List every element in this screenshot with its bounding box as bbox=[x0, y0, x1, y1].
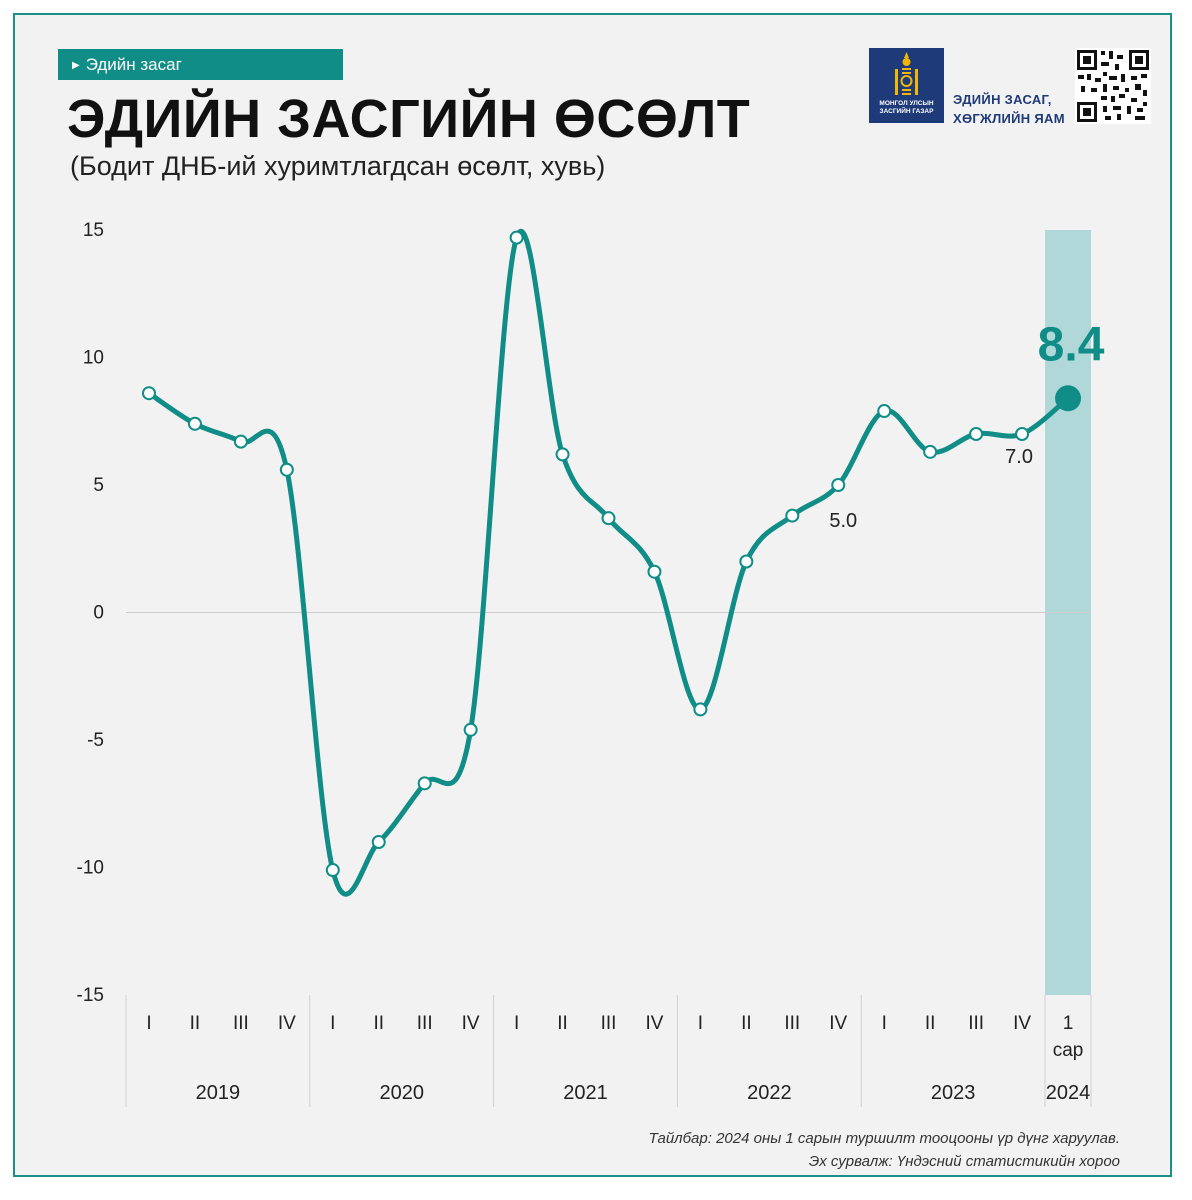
data-label: 7.0 bbox=[1005, 446, 1033, 468]
x-tick-label: II bbox=[373, 1013, 384, 1034]
x-year-label: 2024 bbox=[1046, 1082, 1091, 1104]
data-point bbox=[785, 508, 800, 523]
x-year-label: 2023 bbox=[931, 1082, 976, 1104]
x-year-label: 2020 bbox=[379, 1082, 424, 1104]
infographic-frame bbox=[13, 13, 1172, 1177]
series-layer bbox=[141, 228, 1082, 897]
data-point bbox=[463, 722, 478, 737]
y-tick-label: 10 bbox=[83, 348, 104, 369]
page-title: ЭДИЙН ЗАСГИЙН ӨСӨЛТ bbox=[67, 89, 751, 149]
data-point bbox=[831, 478, 846, 492]
ministry-name: ЭДИЙН ЗАСАГ, ХӨГЖЛИЙН ЯАМ bbox=[953, 90, 1065, 128]
x-tick-label: II bbox=[925, 1013, 936, 1034]
data-point bbox=[141, 386, 156, 401]
x-tick-label: IV bbox=[645, 1013, 663, 1034]
qr-code-icon[interactable] bbox=[1075, 48, 1151, 124]
y-tick-label: -15 bbox=[77, 985, 104, 1006]
x-tick-label: I bbox=[882, 1013, 887, 1034]
page-subtitle: (Бодит ДНБ-ий хуримтлагдсан өсөлт, хувь) bbox=[70, 151, 606, 181]
data-point bbox=[739, 554, 754, 569]
x-tick-label: II bbox=[190, 1013, 201, 1034]
x-tick-label: I bbox=[698, 1013, 703, 1034]
data-point bbox=[1015, 427, 1030, 441]
x-tick-label: 1 сар bbox=[1053, 1013, 1084, 1061]
x-year-label: 2021 bbox=[563, 1082, 608, 1104]
x-tick-label: II bbox=[741, 1013, 752, 1034]
x-tick-label: III bbox=[784, 1013, 800, 1034]
x-tick-label: IV bbox=[829, 1013, 847, 1034]
highlight-data-label: 8.4 bbox=[1038, 318, 1105, 371]
x-tick-label-line: 1 bbox=[1063, 1013, 1074, 1034]
data-point bbox=[969, 427, 984, 441]
data-point bbox=[233, 434, 248, 449]
x-tick-label: IV bbox=[1013, 1013, 1031, 1034]
soyombo-emblem-icon bbox=[895, 52, 918, 95]
source-note: Эх сурвалж: Үндэсний статистикийн хороо bbox=[808, 1153, 1120, 1170]
data-point bbox=[647, 564, 662, 579]
footer-notes: Тайлбар: 2024 оны 1 сарын туршилт тооцоо… bbox=[649, 1127, 1120, 1173]
ministry-name-line1: ЭДИЙН ЗАСАГ, bbox=[953, 92, 1052, 107]
data-point bbox=[279, 462, 294, 477]
ministry-name-line2: ХӨГЖЛИЙН ЯАМ bbox=[953, 111, 1065, 126]
x-year-label: 2022 bbox=[747, 1082, 792, 1104]
x-axis: I II III IV I II III IV I II III IV I II III IV I II III IV… bbox=[125, 995, 1092, 1107]
x-tick-label: IV bbox=[462, 1013, 480, 1034]
data-point bbox=[555, 447, 570, 462]
data-point bbox=[601, 511, 616, 526]
data-point bbox=[325, 863, 340, 878]
y-tick-label: 0 bbox=[93, 603, 104, 624]
triangle-icon: ▶ bbox=[72, 60, 80, 71]
x-tick-label: I bbox=[514, 1013, 519, 1034]
government-logo: МОНГОЛ УЛСЫН ЗАСГИЙН ГАЗАР bbox=[869, 48, 944, 123]
x-tick-label: III bbox=[601, 1013, 617, 1034]
highlight-point bbox=[1055, 385, 1082, 412]
data-labels: 5.0 7.0 8.4 bbox=[829, 318, 1104, 532]
section-tag-label: Эдийн засаг bbox=[85, 55, 182, 74]
data-label: 5.0 bbox=[829, 510, 857, 532]
footnote: Тайлбар: 2024 оны 1 сарын туршилт тооцоо… bbox=[648, 1130, 1120, 1147]
section-tag: ▶ Эдийн засаг bbox=[58, 49, 343, 80]
x-tick-label: I bbox=[146, 1013, 151, 1034]
y-tick-label: -5 bbox=[87, 730, 104, 751]
x-tick-label: II bbox=[557, 1013, 568, 1034]
y-axis: 15 10 5 0 -5 -10 -15 bbox=[77, 220, 104, 1006]
x-tick-label: I bbox=[330, 1013, 335, 1034]
x-tick-label: III bbox=[968, 1013, 984, 1034]
x-tick-label: IV bbox=[278, 1013, 296, 1034]
data-point bbox=[877, 404, 892, 419]
data-point bbox=[187, 416, 202, 431]
government-name: МОНГОЛ УЛСЫН ЗАСГИЙН ГАЗАР bbox=[879, 100, 934, 115]
x-tick-label: III bbox=[233, 1013, 249, 1034]
data-point bbox=[693, 702, 708, 717]
x-year-label: 2019 bbox=[196, 1082, 241, 1104]
y-tick-label: -10 bbox=[77, 858, 104, 879]
data-point bbox=[923, 444, 938, 459]
data-point bbox=[371, 835, 386, 849]
data-point bbox=[509, 230, 524, 245]
gdp-growth-line bbox=[146, 228, 1071, 897]
x-tick-label: III bbox=[417, 1013, 433, 1034]
x-tick-label-line: сар bbox=[1053, 1040, 1084, 1061]
y-tick-label: 15 bbox=[83, 220, 104, 241]
data-point bbox=[417, 776, 432, 791]
y-tick-label: 5 bbox=[93, 475, 104, 496]
